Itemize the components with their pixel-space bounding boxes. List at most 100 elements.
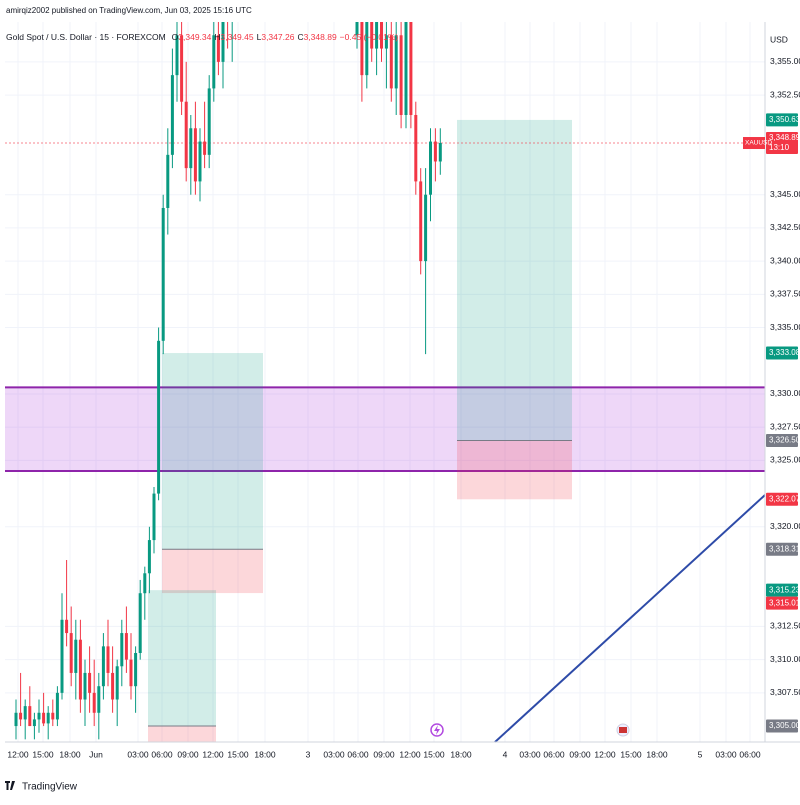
candle-body [193,128,197,182]
x-tick-label: 15:00 [620,749,642,759]
candle-body [180,35,184,102]
candle-body [207,88,211,155]
x-tick-label: 03:00 [323,749,345,759]
y-tick-label: 3,342.50 [770,222,800,232]
symbol-tag-label: XAUUSD [745,140,772,147]
candle-body [170,75,174,155]
price-tag-label: 3,326.50 [769,436,800,445]
y-tick-label: 3,345.00 [770,189,800,199]
x-tick-label: 06:00 [739,749,761,759]
y-tick-label: 3,325.00 [770,455,800,465]
candle-body [161,207,165,341]
x-tick-label: 18:00 [59,749,81,759]
candle-body [65,619,69,634]
x-tick-label: 03:00 [127,749,149,759]
x-tick-label: 18:00 [254,749,276,759]
x-tick-label: 15:00 [227,749,249,759]
x-tick-label: 4 [503,749,508,759]
ohlc-value: 3,349.45 [221,32,254,42]
position-profit[interactable] [457,119,572,441]
ohlc-key: L [257,32,262,42]
candle-body [111,672,115,700]
y-tick-label: 3,310.00 [770,654,800,664]
candle-body [28,706,32,727]
price-tag [766,583,798,597]
candle-body [14,712,18,727]
candle-body [134,652,138,687]
ohlc-key: H [214,32,220,42]
candle-body [152,493,156,541]
y-tick-label: 3,355.00 [770,56,800,66]
price-tag-label: 3,322.07 [769,494,800,503]
publisher: amirqiz2002 published on TradingView.com… [6,6,252,15]
candle-body [120,633,124,667]
candle-body [221,22,225,62]
price-tag [766,346,798,360]
x-tick-label: 03:00 [715,749,737,759]
x-tick-label: 09:00 [177,749,199,759]
flag-stripes [619,727,627,733]
candle-body [106,646,110,673]
candle-body [429,141,432,195]
candle-body [360,22,364,76]
candle-body [355,22,359,36]
ohlc-value: 3,349.34 [178,32,211,42]
x-tick-label: 3 [306,749,311,759]
ohlc-value: 3,348.89 [304,32,337,42]
x-tick-label: 12:00 [594,749,616,759]
position-loss[interactable] [162,549,263,594]
candle-body [92,692,96,713]
x-tick-label: 5 [698,749,703,759]
candle-body [51,712,55,720]
candle-body [189,128,193,169]
position-profit[interactable] [162,353,263,550]
candle-body [115,666,119,700]
x-tick-label: 15:00 [32,749,54,759]
ohlc-value: 3,347.26 [261,32,294,42]
candle-body [380,22,383,49]
price-tag-label: 3,315.01 [769,598,800,607]
x-tick-label: 12:00 [399,749,421,759]
x-tick-label: 09:00 [569,749,591,759]
candle-body [60,619,64,693]
zone[interactable] [5,387,765,472]
x-tick-label: 09:00 [373,749,395,759]
candle-body [78,639,82,700]
position-profit[interactable] [148,590,216,727]
price-tag-label: 3,333.08 [769,348,800,357]
candle-body [365,22,369,76]
candle-body [375,22,379,49]
trend-line[interactable] [494,494,766,743]
x-tick-label: 06:00 [347,749,369,759]
candle-body [438,143,442,162]
y-tick-label: 3,352.50 [770,89,800,99]
position-loss[interactable] [148,726,216,753]
x-tick-label: 15:00 [423,749,445,759]
candle-body [97,686,101,713]
x-tick-label: 06:00 [543,749,565,759]
candle-body [175,35,179,76]
position-loss[interactable] [457,440,572,500]
candle-body [46,712,50,724]
y-tick-label: 3,307.50 [770,687,800,697]
y-tick-label: 3,340.00 [770,255,800,265]
x-tick-label: 03:00 [519,749,541,759]
candle-body [55,692,59,720]
candle-body [203,141,207,155]
y-tick-label: 3,330.00 [770,388,800,398]
candle-body [147,540,151,574]
x-tick-label: 18:00 [646,749,668,759]
candle-body [74,639,78,673]
candle-body [88,672,92,693]
change: −0.45 (−0.01%) [340,32,399,42]
candle-body [399,35,403,115]
x-tick-label: 12:00 [202,749,224,759]
ohlc-key: C [297,32,303,42]
y-tick-label: 3,327.50 [770,421,800,431]
symbol-tag [743,137,765,150]
candle-body [433,141,437,162]
price-tag [766,132,798,155]
